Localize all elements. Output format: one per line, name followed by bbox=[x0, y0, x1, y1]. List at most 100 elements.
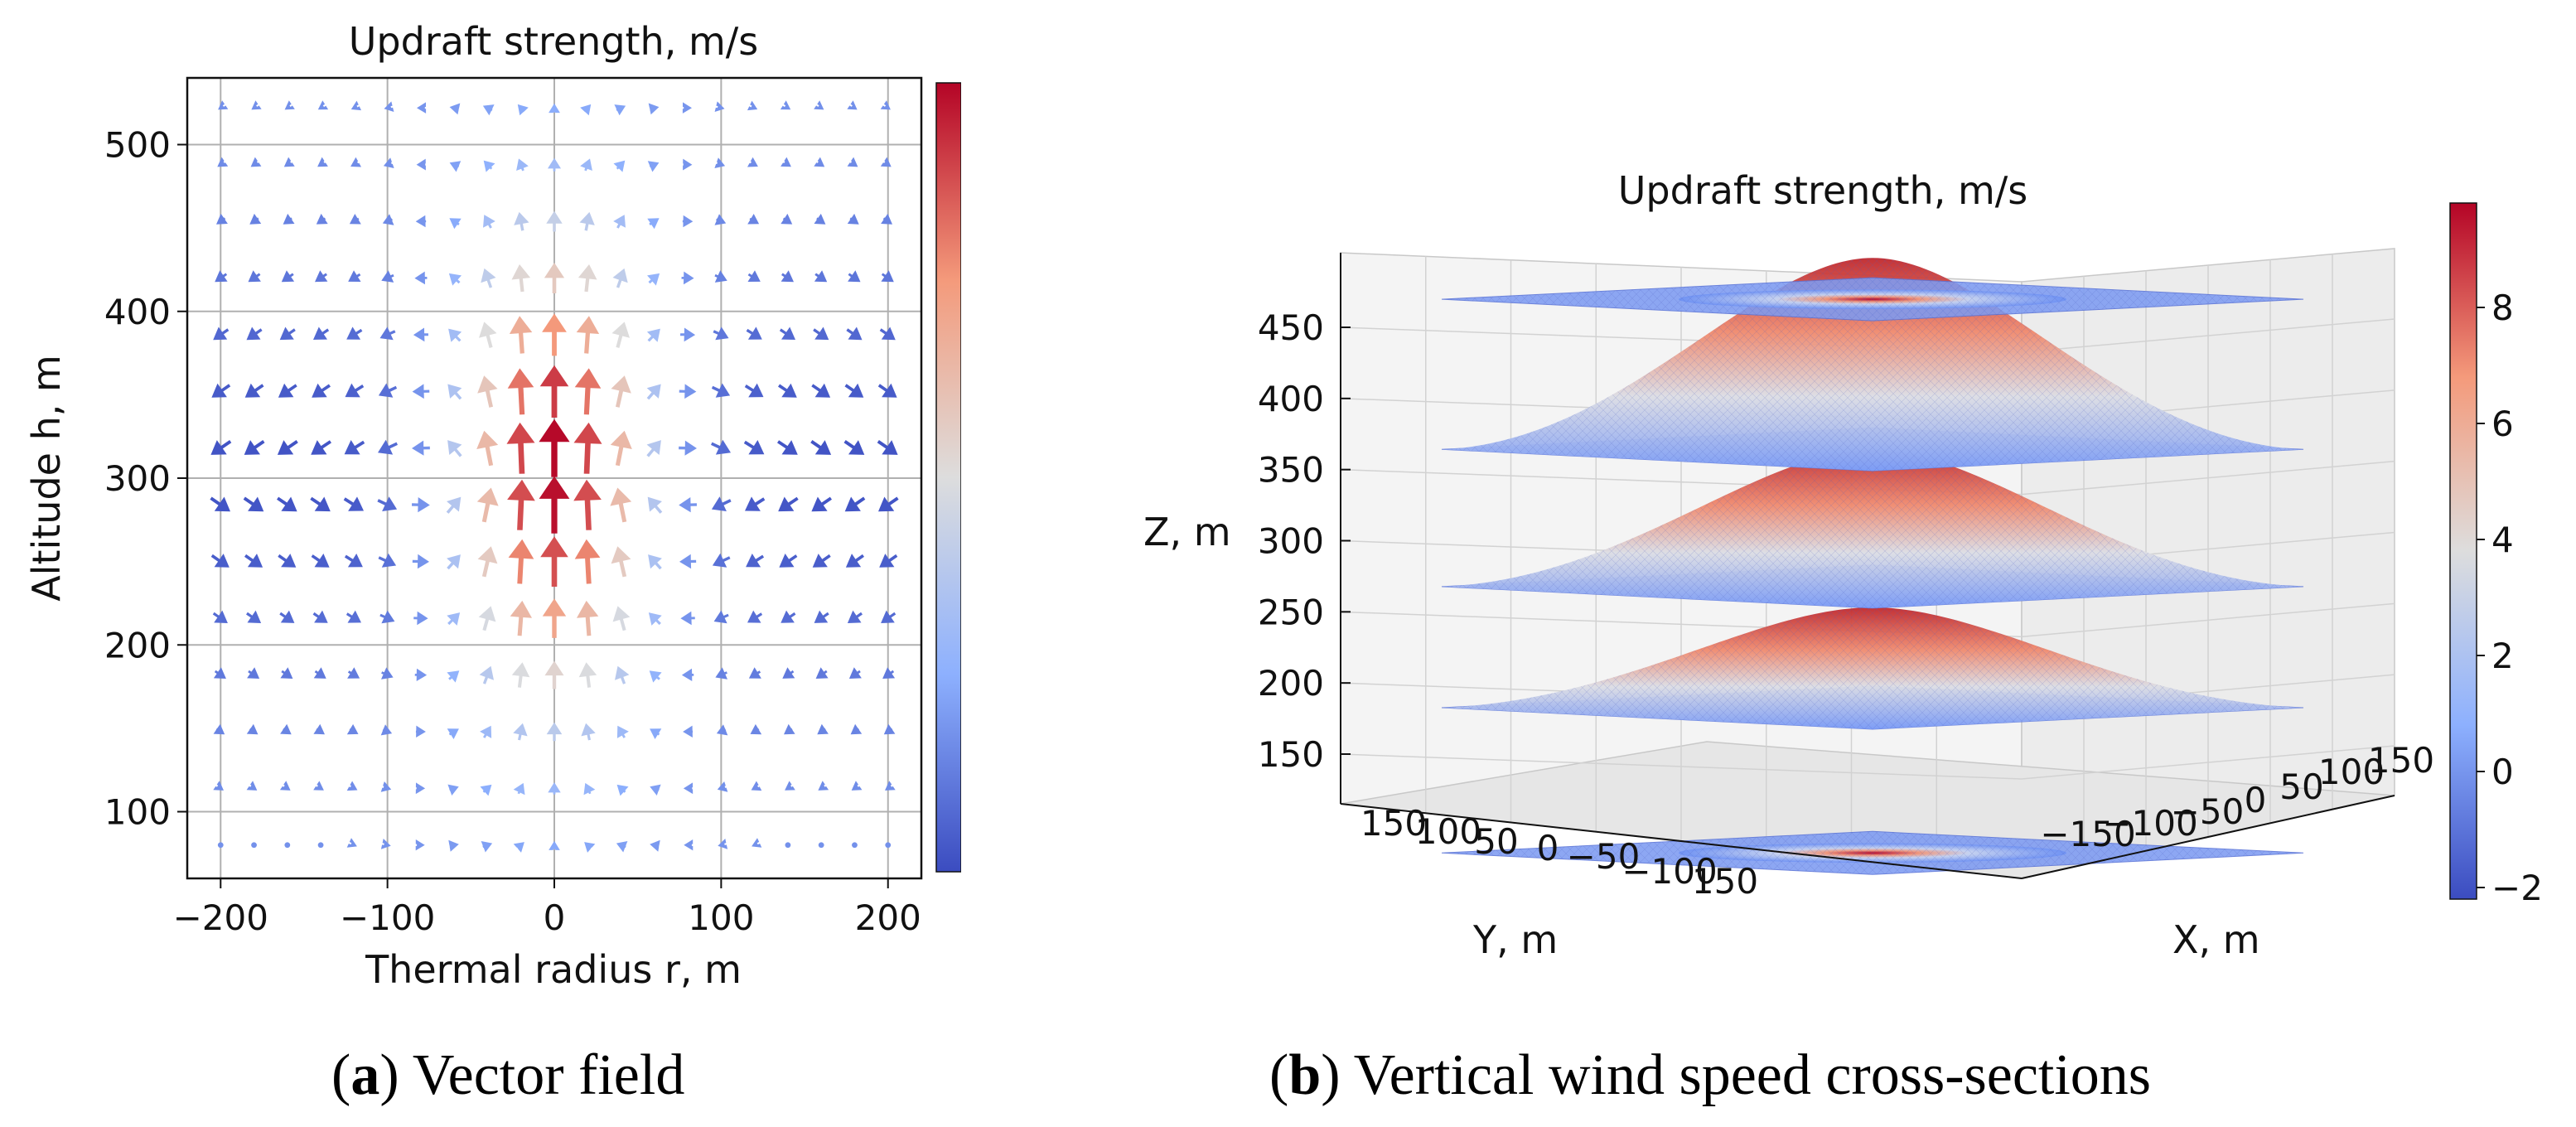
vector-arrow bbox=[715, 667, 727, 680]
vector-arrow bbox=[679, 554, 697, 569]
vector-arrow bbox=[539, 365, 569, 418]
vector-arrow bbox=[246, 326, 263, 341]
vector-arrow bbox=[615, 665, 630, 684]
vector-arrow bbox=[616, 784, 629, 796]
cross-section-mesh bbox=[1442, 278, 2303, 322]
vector-arrow bbox=[580, 104, 592, 116]
chart-b-colorbar-tick-label: 6 bbox=[2491, 404, 2514, 444]
chart-b-pane-grid-line bbox=[2021, 460, 2395, 496]
vector-arrow bbox=[713, 326, 729, 341]
vector-arrow bbox=[880, 100, 891, 110]
vector-arrow bbox=[679, 384, 697, 399]
caption-b-text: Vertical wind speed cross-sections bbox=[1353, 1043, 2152, 1107]
chart-b-x-axis-line bbox=[2021, 795, 2395, 879]
vector-arrow bbox=[483, 160, 495, 172]
cross-section-layer bbox=[1441, 258, 2304, 472]
vector-arrow bbox=[743, 440, 765, 455]
vector-arrow bbox=[848, 667, 862, 679]
vector-arrow bbox=[711, 496, 732, 511]
chart-b-y-tick-label: 150 bbox=[1360, 803, 1427, 844]
vector-arrow bbox=[781, 157, 791, 167]
vector-arrow bbox=[612, 268, 628, 288]
chart-a-y-tick-label: 500 bbox=[104, 125, 171, 166]
vector-arrow bbox=[217, 157, 229, 167]
vector-arrow bbox=[447, 554, 461, 570]
vector-arrow bbox=[481, 841, 493, 853]
vector-arrow bbox=[510, 600, 532, 636]
chart-b-y-tick-label: 0 bbox=[1537, 828, 1559, 868]
vector-arrow bbox=[448, 273, 462, 286]
vector-arrow bbox=[279, 781, 291, 791]
vector-arrow bbox=[316, 213, 328, 225]
vector-arrow bbox=[714, 101, 725, 112]
vector-arrow bbox=[350, 157, 361, 167]
vector-arrow bbox=[647, 273, 660, 286]
vector-arrow bbox=[614, 104, 626, 116]
vector-arrow bbox=[647, 218, 660, 230]
chart-b-x-tick-label: −50 bbox=[2171, 791, 2245, 832]
vector-arrow bbox=[383, 157, 394, 168]
vector-arrow bbox=[750, 723, 762, 735]
vector-arrow bbox=[548, 157, 561, 172]
vector-arrow bbox=[717, 781, 728, 792]
vector-arrow bbox=[616, 841, 628, 853]
vector-arrow bbox=[311, 440, 331, 455]
vector-arrow bbox=[679, 440, 697, 456]
vector-arrow bbox=[573, 479, 602, 530]
vector-arrow bbox=[815, 667, 829, 679]
chart-a-x-tick-label: −100 bbox=[340, 897, 435, 938]
vector-arrow bbox=[781, 213, 793, 225]
vector-arrow bbox=[542, 313, 567, 356]
vector-arrow bbox=[379, 610, 395, 624]
vector-arrow bbox=[546, 210, 563, 232]
vector-arrow bbox=[650, 839, 660, 852]
vector-arrow bbox=[511, 264, 531, 293]
chart-a-title: Updraft strength, m/s bbox=[349, 19, 758, 64]
chart-a-y-tick-label: 300 bbox=[104, 458, 171, 499]
vector-arrow bbox=[852, 842, 858, 849]
vector-arrow bbox=[777, 440, 798, 455]
chart-a-x-tick-label: −200 bbox=[173, 897, 268, 938]
vector-arrow bbox=[378, 383, 398, 398]
vector-arrow bbox=[313, 723, 325, 735]
vector-arrow bbox=[683, 782, 694, 795]
vector-arrow bbox=[417, 102, 427, 114]
vector-arrow bbox=[210, 496, 230, 512]
vector-arrow bbox=[847, 610, 863, 623]
vector-arrow bbox=[542, 598, 567, 638]
vector-arrow bbox=[718, 839, 728, 849]
vector-arrow bbox=[782, 667, 795, 679]
vector-arrow bbox=[778, 496, 799, 512]
vector-arrow bbox=[346, 838, 357, 848]
chart-a-y-tick-label: 200 bbox=[104, 625, 171, 665]
vector-arrow bbox=[579, 211, 595, 231]
chart-b-x-tick-label: 0 bbox=[2245, 780, 2267, 820]
vector-arrow bbox=[414, 271, 428, 285]
vector-arrow bbox=[283, 213, 295, 225]
vector-arrow bbox=[683, 158, 693, 171]
vector-arrow bbox=[578, 662, 597, 688]
vector-arrow bbox=[244, 383, 264, 398]
chart-b-colorbar-tick-label: 2 bbox=[2491, 636, 2514, 676]
chart-b-z-tick-label: 300 bbox=[1258, 521, 1324, 562]
chart-b-x-tick-label: 50 bbox=[2279, 767, 2323, 807]
vector-arrow bbox=[380, 839, 391, 849]
caption-a: (a) Vector field bbox=[331, 1043, 685, 1107]
vector-arrow bbox=[507, 368, 534, 415]
vector-arrow bbox=[744, 383, 764, 398]
vector-arrow bbox=[650, 784, 661, 796]
vector-arrow bbox=[379, 326, 396, 341]
vector-arrow bbox=[218, 100, 229, 110]
chart-a-colorbar bbox=[935, 82, 961, 873]
vector-arrow bbox=[380, 781, 392, 792]
vector-arrow bbox=[679, 497, 697, 513]
vector-arrow bbox=[280, 667, 293, 679]
vector-arrow bbox=[544, 660, 564, 689]
vector-arrow bbox=[746, 326, 762, 340]
vector-arrow bbox=[583, 782, 596, 796]
vector-arrow bbox=[539, 418, 570, 477]
chart-b-z-ticks: 150 200 250 300 350 400 450 bbox=[1258, 307, 1351, 775]
vector-arrow bbox=[213, 326, 230, 341]
vector-arrow bbox=[448, 839, 459, 852]
chart-b-cross-sections bbox=[1441, 258, 2304, 875]
